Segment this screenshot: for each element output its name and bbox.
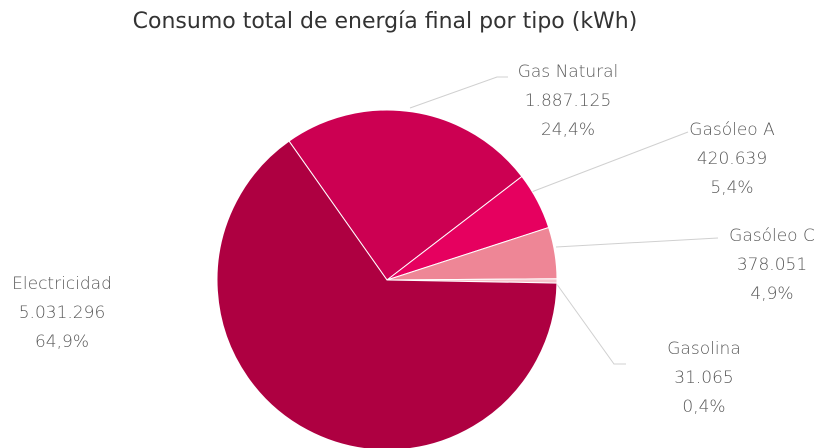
data-label-name: Electricidad [12, 274, 112, 294]
data-label-value: 1.887.125 [525, 91, 612, 111]
chart-title: Consumo total de energía final por tipo … [133, 9, 638, 34]
data-label-name: Gasóleo A [689, 120, 775, 140]
data-label-value: 420.639 [697, 149, 767, 169]
data-label-name: Gasolina [667, 339, 741, 359]
leader-line [555, 282, 626, 365]
data-label-value: 5.031.296 [19, 303, 106, 323]
data-label-percent: 0,4% [682, 397, 725, 417]
leader-line [520, 131, 689, 197]
data-label-name: Gasóleo C [729, 226, 815, 246]
data-label-name: Gas Natural [518, 62, 619, 82]
data-label-percent: 24,4% [541, 120, 595, 140]
data-label-value: 31.065 [674, 368, 733, 388]
leader-lines [409, 76, 719, 365]
leader-line [409, 76, 508, 109]
data-label-percent: 5,4% [710, 178, 753, 198]
pie-slice [288, 109, 523, 281]
leader-line [555, 237, 719, 248]
data-label-value: 378.051 [737, 255, 807, 275]
pie-slice [216, 140, 558, 448]
pie [216, 109, 558, 448]
data-label-percent: 4,9% [750, 284, 793, 304]
data-label-percent: 64,9% [35, 332, 89, 352]
